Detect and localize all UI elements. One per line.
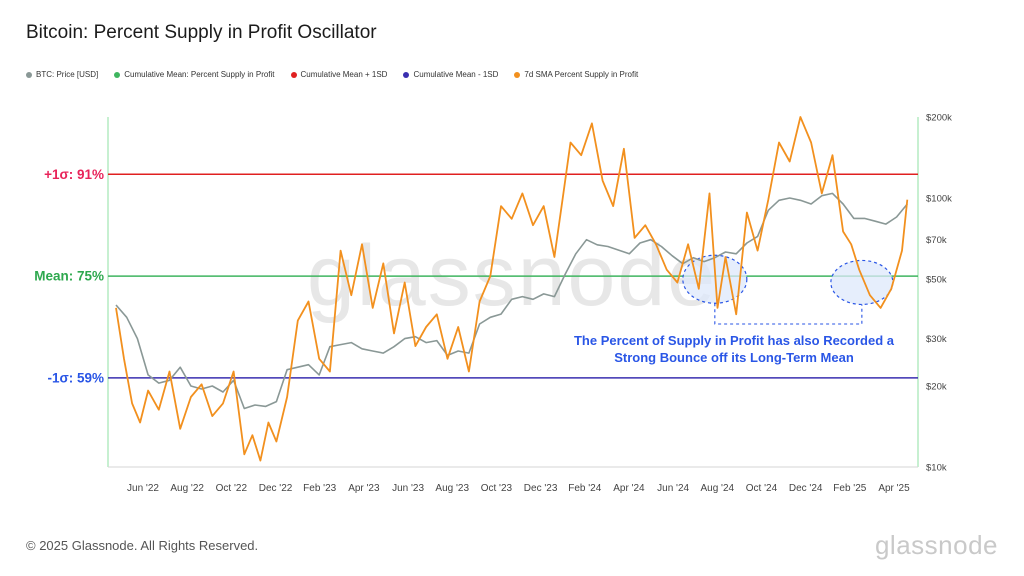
- series-lines: [115, 116, 909, 462]
- x-tick-label: Apr '25: [878, 483, 910, 494]
- y-tick-label: $100k: [926, 193, 952, 204]
- x-tick-label: Dec '23: [524, 483, 558, 494]
- y-tick-label: $200k: [926, 113, 952, 124]
- band-label-2: -1σ: 59%: [47, 370, 104, 385]
- x-tick-label: Apr '23: [348, 483, 380, 494]
- annotation-text-line: The Percent of Supply in Profit has also…: [574, 333, 895, 348]
- x-axis-ticks: Jun '22 Aug '22 Oct '22 Dec '22 Feb '23 Apr '…: [127, 483, 910, 494]
- legend-label: Cumulative Mean + 1SD: [300, 70, 388, 79]
- x-tick-label: Apr '24: [613, 483, 645, 494]
- legend-label: Cumulative Mean: Percent Supply in Profi…: [124, 70, 275, 79]
- annotation-text: The Percent of Supply in Profit has also…: [574, 333, 895, 365]
- annotation-ellipse-right: [830, 259, 894, 306]
- legend-item-mean-plus-1sd[interactable]: Cumulative Mean + 1SD: [290, 70, 388, 79]
- glassnode-logo: glassnode: [874, 530, 998, 560]
- copyright-footer: © 2025 Glassnode. All Rights Reserved.: [26, 538, 259, 553]
- x-tick-label: Feb '25: [833, 483, 866, 494]
- legend: BTC: Price [USD] Cumulative Mean: Percen…: [26, 70, 638, 79]
- x-tick-label: Jun '23: [392, 483, 424, 494]
- band-labels: +1σ: 91% Mean: 75% -1σ: 59%: [34, 167, 104, 386]
- legend-dot-icon: [514, 71, 521, 78]
- annotation-shapes: [682, 254, 894, 325]
- y-tick-label: $70k: [926, 235, 947, 246]
- band-lines: [108, 173, 918, 379]
- x-tick-label: Oct '23: [481, 483, 513, 494]
- y-tick-label: $20k: [926, 382, 947, 393]
- axes: [107, 117, 919, 468]
- legend-dot-icon: [26, 71, 32, 78]
- legend-label: 7d SMA Percent Supply in Profit: [524, 70, 639, 79]
- legend-dot-icon: [114, 71, 121, 78]
- x-tick-label: Aug '22: [170, 483, 204, 494]
- x-tick-label: Jun '24: [657, 483, 689, 494]
- band-label-1: Mean: 75%: [34, 269, 104, 284]
- legend-item-mean-minus-1sd[interactable]: Cumulative Mean - 1SD: [403, 70, 498, 79]
- x-tick-label: Feb '24: [568, 483, 601, 494]
- legend-item-btc-price[interactable]: BTC: Price [USD]: [26, 70, 98, 79]
- y-tick-label: $30k: [926, 334, 947, 345]
- y-tick-label: $50k: [926, 274, 947, 285]
- x-tick-label: Oct '22: [216, 483, 248, 494]
- x-tick-label: Dec '22: [259, 483, 293, 494]
- y-axis-ticks: $200k $100k $70k $50k $30k $20k $10k: [926, 113, 952, 474]
- x-tick-label: Feb '23: [303, 483, 336, 494]
- y-tick-label: $10k: [926, 463, 947, 474]
- legend-dot-icon: [403, 71, 410, 78]
- legend-item-cumulative-mean[interactable]: Cumulative Mean: Percent Supply in Profi…: [114, 70, 275, 79]
- x-tick-label: Aug '24: [700, 483, 734, 494]
- legend-label: BTC: Price [USD]: [36, 70, 99, 79]
- chart-title: Bitcoin: Percent Supply in Profit Oscill…: [26, 22, 377, 43]
- x-tick-label: Jun '22: [127, 483, 159, 494]
- x-tick-label: Aug '23: [435, 483, 469, 494]
- series-line-7d-sma: [115, 116, 909, 462]
- annotation-text-line: Strong Bounce off its Long-Term Mean: [614, 350, 854, 365]
- series-line-btc-price: [115, 192, 908, 410]
- legend-item-7d-sma[interactable]: 7d SMA Percent Supply in Profit: [514, 70, 638, 79]
- x-tick-label: Oct '24: [746, 483, 778, 494]
- band-label-0: +1σ: 91%: [44, 167, 104, 182]
- legend-dot-icon: [290, 71, 297, 78]
- legend-label: Cumulative Mean - 1SD: [413, 70, 499, 79]
- x-tick-label: Dec '24: [789, 483, 823, 494]
